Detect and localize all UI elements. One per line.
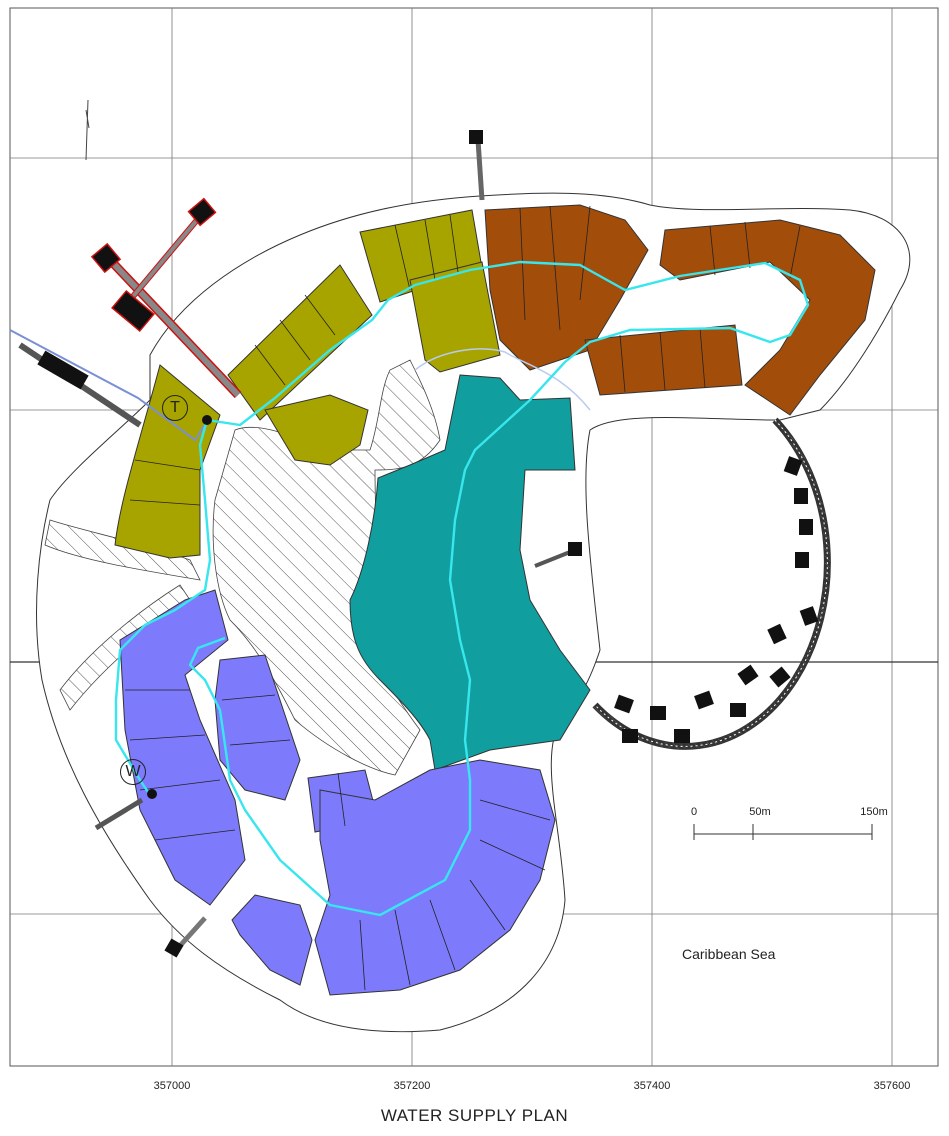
purple-zone [119, 589, 556, 996]
purple-block-crescent [314, 759, 556, 996]
moored-boats [614, 456, 819, 743]
stream [414, 348, 591, 411]
olive-block-northeast [409, 261, 501, 373]
purple-block-west [119, 589, 246, 906]
scale-bar [693, 824, 873, 840]
well-marker: W [120, 759, 146, 785]
olive-block-southwest [114, 364, 221, 559]
treatment-node [202, 415, 212, 425]
scale-label-0: 0 [690, 806, 698, 818]
easting-label-357000: 357000 [153, 1080, 191, 1092]
piers [9, 130, 582, 958]
brown-block-hook [659, 219, 876, 416]
brown-zone [484, 204, 876, 416]
purple-block-south [231, 894, 313, 986]
purple-block-central [214, 654, 301, 801]
easting-label-357200: 357200 [393, 1080, 431, 1092]
scale-label-150m: 150m [860, 806, 888, 818]
brown-block-north [484, 204, 649, 371]
easting-label-357400: 357400 [633, 1080, 671, 1092]
well-node [147, 789, 157, 799]
teal-block-large [349, 374, 591, 771]
hatched-strip-west [44, 519, 201, 581]
easting-label-357600: 357600 [873, 1080, 911, 1092]
scale-label-50m: 50m [749, 806, 771, 818]
olive-block-west-row [227, 264, 373, 421]
harbour-breakwater [592, 417, 831, 750]
water-supply-pipe [114, 260, 810, 917]
plot-divisions [125, 205, 801, 991]
teal-zone [349, 374, 591, 771]
map-title: WATER SUPPLY PLAN [380, 1106, 569, 1125]
olive-zone [114, 209, 501, 559]
olive-block-central [264, 394, 369, 466]
sea-label: Caribbean Sea [682, 946, 776, 962]
north-arrow [85, 99, 90, 161]
treatment-marker: T [162, 395, 188, 421]
